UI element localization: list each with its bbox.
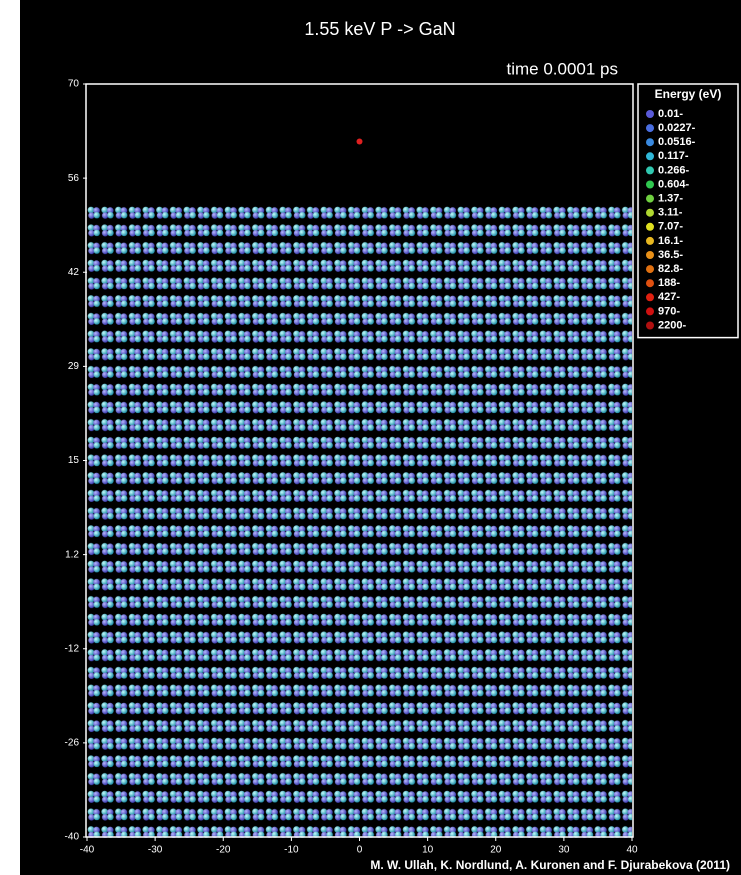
x-tick-label: -30 xyxy=(148,845,163,856)
y-tick-label: 15 xyxy=(68,455,80,466)
legend-swatch xyxy=(646,322,654,330)
legend-swatch xyxy=(646,181,654,189)
legend-label: 82.8- xyxy=(658,263,683,275)
y-tick-label: -40 xyxy=(65,832,80,843)
legend-swatch xyxy=(646,209,654,217)
y-tick-label: 70 xyxy=(68,79,80,90)
legend-label: 0.0227- xyxy=(658,122,696,134)
credit: M. W. Ullah, K. Nordlund, A. Kuronen and… xyxy=(370,858,730,872)
legend-swatch xyxy=(646,307,654,315)
legend-swatch xyxy=(646,166,654,174)
legend-swatch xyxy=(646,279,654,287)
legend-swatch xyxy=(646,223,654,231)
time-label: time 0.0001 ps xyxy=(506,59,618,78)
legend-swatch xyxy=(646,293,654,301)
legend-swatch xyxy=(646,195,654,203)
atom-lattice xyxy=(87,204,632,838)
legend-label: 427- xyxy=(658,291,680,303)
chart-title: 1.55 keV P -> GaN xyxy=(304,19,455,39)
x-tick-label: 0 xyxy=(357,845,363,856)
y-tick-label: 56 xyxy=(68,173,80,184)
y-tick-label: 42 xyxy=(68,267,80,278)
legend-swatch xyxy=(646,251,654,259)
legend-title: Energy (eV) xyxy=(655,87,722,101)
legend-label: 188- xyxy=(658,277,680,289)
projectile-atom xyxy=(357,139,363,145)
legend-label: 0.0516- xyxy=(658,136,696,148)
legend-label: 16.1- xyxy=(658,235,683,247)
legend-label: 7.07- xyxy=(658,221,683,233)
legend-swatch xyxy=(646,138,654,146)
x-tick-label: 40 xyxy=(626,845,638,856)
x-tick-label: 20 xyxy=(490,845,502,856)
legend-swatch xyxy=(646,110,654,118)
y-tick-label: 1.2 xyxy=(65,549,79,560)
x-tick-label: -20 xyxy=(216,845,231,856)
y-tick-label: 29 xyxy=(68,361,80,372)
chart: 1.55 keV P -> GaN time 0.0001 ps M. W. U… xyxy=(0,0,741,875)
page: 1.55 keV P -> GaN time 0.0001 ps M. W. U… xyxy=(0,0,741,875)
legend-label: 3.11- xyxy=(658,207,683,219)
legend-swatch xyxy=(646,265,654,273)
legend-label: 0.01- xyxy=(658,108,683,120)
legend-label: 1.37- xyxy=(658,193,683,205)
legend-swatch xyxy=(646,237,654,245)
legend-label: 0.266- xyxy=(658,164,690,176)
legend-label: 36.5- xyxy=(658,249,683,261)
legend-swatch xyxy=(646,124,654,132)
legend-label: 2200- xyxy=(658,319,686,331)
legend-label: 0.604- xyxy=(658,178,690,190)
y-tick-label: -26 xyxy=(65,738,80,749)
x-tick-label: -10 xyxy=(284,845,299,856)
x-tick-label: 30 xyxy=(558,845,570,856)
y-tick-label: -12 xyxy=(65,643,80,654)
legend-label: 0.117- xyxy=(658,150,689,162)
legend-swatch xyxy=(646,152,654,160)
x-tick-label: -40 xyxy=(80,845,95,856)
legend-label: 970- xyxy=(658,305,680,317)
x-tick-label: 10 xyxy=(422,845,434,856)
